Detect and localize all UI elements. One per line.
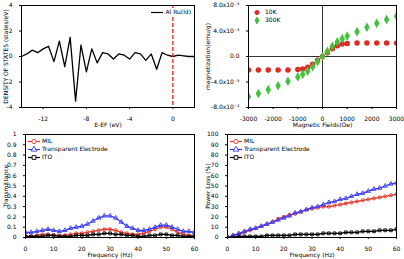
svg-text:0: 0 [13, 233, 17, 240]
svg-text:0: 0 [171, 115, 175, 122]
svg-text:40: 40 [336, 245, 344, 252]
svg-text:0.2: 0.2 [7, 213, 17, 220]
svg-text:0.8: 0.8 [7, 151, 17, 158]
svg-text:4.0x10⁻³: 4.0x10⁻³ [213, 27, 240, 34]
svg-text:0: 0 [9, 52, 13, 59]
svg-text:60: 60 [393, 245, 401, 252]
svg-text:10: 10 [252, 245, 260, 252]
svg-text:2: 2 [9, 27, 13, 34]
svg-text:0.7: 0.7 [7, 161, 17, 169]
svg-text:DENSITY OF STATES (states/eV): DENSITY OF STATES (states/eV) [2, 9, 9, 103]
html-text:Transparent Electrode: Transparent Electrode [244, 145, 310, 152]
svg-text:40: 40 [134, 245, 142, 252]
html-text:Transparent Electrode: Transparent Electrode [42, 145, 108, 152]
svg-text:-4: -4 [6, 103, 13, 111]
svg-text:10: 10 [50, 245, 58, 252]
html-text:ITO: ITO [42, 153, 53, 160]
svg-text:Frequency (Hz): Frequency (Hz) [87, 251, 132, 259]
svg-text:30: 30 [106, 244, 114, 252]
svg-text:60: 60 [211, 172, 219, 179]
svg-text:90: 90 [211, 141, 219, 148]
svg-text:4: 4 [9, 1, 13, 8]
svg-text:0.5: 0.5 [7, 181, 17, 189]
svg-text:1: 1 [13, 130, 17, 137]
html-text:MIL: MIL [42, 137, 53, 144]
svg-text:0: 0 [215, 233, 219, 240]
svg-text:magnetization(emu/g): magnetization(emu/g) [204, 23, 212, 90]
html-text:10K: 10K [265, 8, 277, 15]
svg-text:0: 0 [226, 245, 230, 252]
svg-text:70: 70 [211, 161, 219, 168]
svg-text:50: 50 [163, 245, 171, 252]
svg-text:60: 60 [191, 245, 199, 252]
svg-text:-8.0x10⁻³: -8.0x10⁻³ [211, 103, 240, 110]
svg-text:100: 100 [207, 130, 219, 137]
svg-text:0: 0 [24, 245, 28, 252]
svg-text:Frequency (Hz): Frequency (Hz) [289, 251, 334, 259]
svg-text:0: 0 [320, 114, 325, 122]
svg-text:-2: -2 [6, 77, 13, 85]
svg-text:-12: -12 [38, 115, 48, 122]
svg-text:30: 30 [211, 203, 219, 210]
svg-text:50: 50 [365, 245, 373, 252]
svg-text:80: 80 [211, 151, 219, 158]
svg-text:3000: 3000 [389, 115, 404, 122]
svg-text:E-EF (eV): E-EF (eV) [94, 121, 122, 128]
svg-text:8.0x10⁻³: 8.0x10⁻³ [213, 1, 240, 8]
svg-text:0.6: 0.6 [7, 171, 17, 179]
svg-text:Power Loss (%): Power Loss (%) [204, 163, 211, 209]
svg-text:-1000: -1000 [289, 114, 307, 122]
svg-text:-2000: -2000 [264, 115, 282, 122]
svg-text:30: 30 [308, 244, 316, 252]
svg-text:0.4: 0.4 [7, 192, 17, 200]
svg-text:50: 50 [211, 182, 219, 189]
html-text:300K: 300K [265, 16, 281, 23]
svg-text:2000: 2000 [364, 115, 379, 122]
svg-text:-8: -8 [83, 115, 89, 122]
svg-text:0.1: 0.1 [7, 223, 17, 230]
svg-text:20: 20 [280, 245, 288, 252]
html-text:Al Ru(ld): Al Ru(ld) [165, 8, 191, 15]
svg-text:0.3: 0.3 [7, 202, 17, 210]
html-text:MIL: MIL [244, 137, 255, 144]
svg-text:1000: 1000 [339, 114, 355, 122]
svg-text:-4.0x10⁻³: -4.0x10⁻³ [211, 78, 240, 85]
svg-text:0.9: 0.9 [7, 141, 17, 148]
svg-text:20: 20 [78, 245, 86, 252]
svg-text:40: 40 [211, 192, 219, 199]
svg-text:Magnetic Fields(Oe): Magnetic Fields(Oe) [293, 121, 352, 129]
svg-text:0.0: 0.0 [230, 52, 240, 59]
svg-text:20: 20 [211, 213, 219, 220]
svg-text:-3000: -3000 [240, 115, 258, 122]
html-text:ITO: ITO [244, 153, 255, 160]
svg-text:-4: -4 [127, 115, 133, 122]
svg-text:10: 10 [211, 223, 219, 230]
svg-text:Transmittance: Transmittance [2, 164, 9, 208]
